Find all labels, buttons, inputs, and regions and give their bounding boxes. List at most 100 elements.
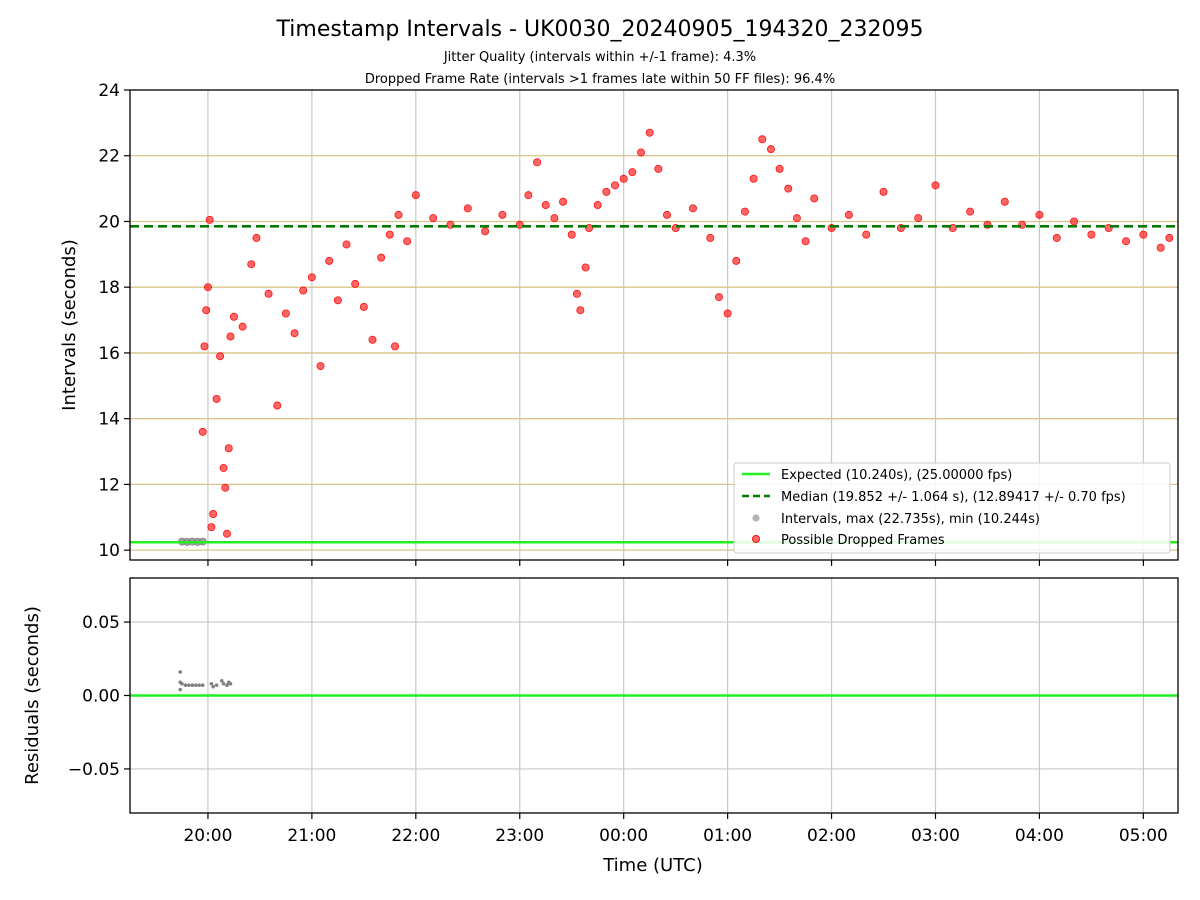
dropped-frame-point <box>207 523 216 532</box>
legend-intervals-swatch <box>752 514 760 522</box>
intervals-y-axis-label: Intervals (seconds) <box>59 239 80 411</box>
legend: Expected (10.240s), (25.00000 fps) Median… <box>733 462 1171 554</box>
residual-point <box>194 683 198 688</box>
dropped-frame-point <box>221 483 230 492</box>
dropped-frame-point <box>645 128 654 137</box>
dropped-frame-point <box>593 201 602 210</box>
dropped-frame-point <box>377 253 386 262</box>
chart-subtitle-dropped: Dropped Frame Rate (intervals >1 frames … <box>365 72 835 87</box>
dropped-frame-point <box>224 444 233 453</box>
dropped-frame-point <box>844 210 853 219</box>
dropped-frame-point <box>385 230 394 239</box>
dropped-frame-point <box>801 237 810 246</box>
dropped-frame-point <box>264 289 273 298</box>
dropped-frame-point <box>463 204 472 213</box>
dropped-frame-point <box>948 224 957 233</box>
chart-title: Timestamp Intervals - UK0030_20240905_19… <box>276 17 924 42</box>
dropped-frame-point <box>775 164 784 173</box>
dropped-frame-point <box>281 309 290 318</box>
intervals-axes-frame <box>129 89 1179 561</box>
residuals-y-tick-label: −0.05 <box>68 760 120 780</box>
dropped-frame-point <box>619 174 628 183</box>
dropped-frame-point <box>1070 217 1079 226</box>
dropped-frame-point <box>714 293 723 302</box>
residuals-y-axis-label: Residuals (seconds) <box>22 606 43 785</box>
dropped-frame-point <box>533 158 542 167</box>
dropped-frame-point <box>351 279 360 288</box>
residual-point <box>228 681 233 686</box>
dropped-frame-point <box>219 463 228 472</box>
dropped-frame-point <box>723 309 732 318</box>
dropped-frame-point <box>879 187 888 196</box>
residual-point <box>221 681 226 686</box>
dropped-frame-point <box>810 194 819 203</box>
x-tick-label: 21:00 <box>287 826 336 846</box>
legend-entry-label: Median (19.852 +/- 1.064 s), (12.89417 +… <box>781 490 1126 505</box>
residual-point <box>197 683 202 688</box>
residual-point <box>178 670 183 674</box>
dropped-frame-point <box>333 296 342 305</box>
dropped-frame-point <box>198 427 207 436</box>
dropped-frame-point <box>403 237 412 246</box>
dropped-frame-point <box>585 224 594 233</box>
x-axis-label: Time (UTC) <box>602 855 703 876</box>
dropped-frame-point <box>1087 230 1096 239</box>
dropped-frame-point <box>1156 243 1165 252</box>
dropped-frame-point <box>1165 233 1174 242</box>
dropped-frame-point <box>202 306 211 315</box>
dropped-frame-point <box>212 394 221 403</box>
dropped-frame-point <box>766 145 775 154</box>
dropped-frame-point <box>252 233 261 242</box>
x-tick-label: 03:00 <box>911 826 960 846</box>
dropped-frame-point <box>567 230 576 239</box>
dropped-frame-point <box>429 214 438 223</box>
legend-entry-label: Possible Dropped Frames <box>781 533 945 548</box>
dropped-frame-point <box>1000 197 1009 206</box>
x-tick-label: 22:00 <box>391 826 440 846</box>
legend-entry-label: Intervals, max (22.735s), min (10.244s) <box>781 512 1040 527</box>
dropped-frame-point <box>481 227 490 236</box>
dropped-frame-point <box>706 233 715 242</box>
dropped-frame-point <box>238 322 247 331</box>
dropped-frame-point <box>325 256 334 265</box>
intervals-y-tick-label: 14 <box>98 410 120 430</box>
dropped-frame-point <box>524 191 533 200</box>
dropped-frame-point <box>273 401 282 410</box>
residuals-y-tick-label: 0.05 <box>82 613 120 633</box>
dropped-frame-point <box>602 187 611 196</box>
intervals-y-tick-label: 16 <box>98 344 120 364</box>
dropped-frame-point <box>792 214 801 223</box>
dropped-frame-point <box>307 273 316 282</box>
residual-point <box>183 683 188 688</box>
dropped-frame-point <box>1052 233 1061 242</box>
dropped-frame-point <box>966 207 975 216</box>
dropped-frame-point <box>581 263 590 272</box>
legend-entry-label: Expected (10.240s), (25.00000 fps) <box>781 468 1012 483</box>
dropped-frame-point <box>205 215 214 224</box>
dropped-frame-point <box>342 240 351 249</box>
dropped-frame-point <box>391 342 400 351</box>
dropped-frame-point <box>200 342 209 351</box>
x-tick-label: 00:00 <box>599 826 648 846</box>
dropped-frame-point <box>749 174 758 183</box>
residual-point <box>211 684 215 689</box>
dropped-frame-point <box>368 335 377 344</box>
residuals-panel: 0.05 0.00 −0.05 20:00 21:00 22:00 23:00 00:00 01… <box>68 577 1179 846</box>
intervals-y-tick-label: 10 <box>98 541 120 561</box>
intervals-y-tick-label: 22 <box>98 147 120 167</box>
dropped-frame-point <box>316 362 325 371</box>
x-tick-label: 20:00 <box>183 826 232 846</box>
dropped-frame-point <box>498 210 507 219</box>
dropped-frame-point <box>914 214 923 223</box>
dropped-frame-point <box>515 220 524 229</box>
dropped-frame-point <box>541 201 550 210</box>
dropped-frame-point <box>359 302 368 311</box>
residual-point <box>190 683 195 688</box>
residual-point <box>180 681 184 686</box>
legend-box <box>733 462 1171 554</box>
intervals-y-tick-label: 20 <box>98 212 120 232</box>
x-tick-label: 05:00 <box>1119 826 1168 846</box>
dropped-frame-point <box>572 289 581 298</box>
dropped-frame-point <box>216 352 225 361</box>
dropped-frame-point <box>411 191 420 200</box>
